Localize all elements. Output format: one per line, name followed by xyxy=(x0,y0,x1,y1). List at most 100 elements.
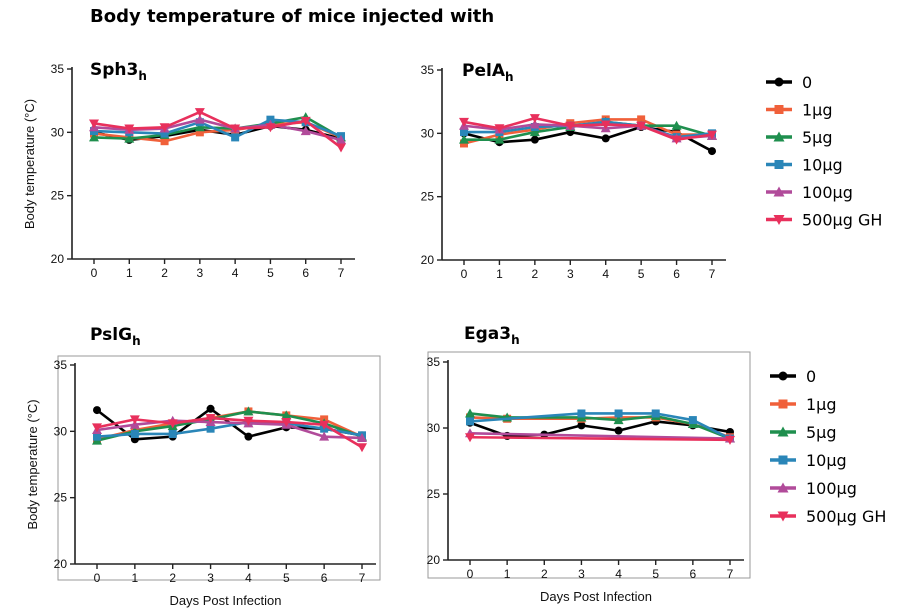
x-tick-label: 7 xyxy=(338,266,345,280)
data-point xyxy=(206,404,215,413)
x-tick-label: 5 xyxy=(267,266,274,280)
y-tick-label: 30 xyxy=(54,424,68,438)
data-point xyxy=(708,147,716,156)
legend-entry: 5µg xyxy=(766,128,833,147)
y-tick-label: 25 xyxy=(421,190,435,204)
data-point xyxy=(459,117,469,127)
x-tick-label: 1 xyxy=(496,267,503,281)
series-line xyxy=(96,419,363,440)
data-point xyxy=(614,426,623,435)
data-point xyxy=(707,130,717,140)
legend-swatch-marker xyxy=(777,426,789,437)
x-tick-label: 5 xyxy=(638,267,645,281)
data-point xyxy=(688,416,697,425)
data-point xyxy=(577,409,586,418)
data-point xyxy=(529,114,540,124)
data-point xyxy=(266,115,275,124)
data-point xyxy=(300,116,311,126)
y-tick-label: 20 xyxy=(54,557,68,571)
y-tick-label: 35 xyxy=(54,358,68,372)
x-tick-label: 0 xyxy=(467,567,474,581)
series-line xyxy=(469,431,731,440)
panel-title: PslGh xyxy=(90,325,141,348)
y-tick-label: 20 xyxy=(427,553,441,567)
data-point xyxy=(614,409,623,418)
data-point xyxy=(92,423,102,433)
data-point xyxy=(671,135,682,145)
data-point xyxy=(194,122,205,132)
panel-frame xyxy=(57,355,381,581)
legend-label: 1µg xyxy=(806,395,837,414)
data-point xyxy=(281,418,292,428)
data-point xyxy=(671,120,682,130)
y-tick-label: 35 xyxy=(421,63,435,77)
x-tick-label: 4 xyxy=(602,267,609,281)
data-point xyxy=(465,408,475,418)
legend-entry: 500µg GH xyxy=(770,507,886,526)
data-point xyxy=(230,124,241,134)
x-tick-label: 6 xyxy=(690,567,697,581)
x-tick-label: 5 xyxy=(283,571,290,585)
legend-swatch-marker xyxy=(778,399,788,409)
legend-swatch-marker xyxy=(774,77,784,87)
legend-entry: 0 xyxy=(766,73,812,92)
data-point xyxy=(231,133,240,142)
data-point xyxy=(636,121,647,131)
legend-swatch-marker xyxy=(773,186,785,197)
legend-entry: 10µg xyxy=(770,451,847,470)
legend-label: 0 xyxy=(806,367,816,386)
x-tick-label: 6 xyxy=(321,571,328,585)
data-point xyxy=(130,429,139,438)
y-tick-label: 30 xyxy=(421,126,435,140)
x-tick-label: 3 xyxy=(567,267,574,281)
panel-title: PelAh xyxy=(462,61,514,84)
legend-entry: 100µg xyxy=(766,183,853,202)
x-tick-label: 0 xyxy=(94,571,101,585)
x-tick-label: 2 xyxy=(532,267,539,281)
x-tick-label: 0 xyxy=(91,266,98,280)
legend-entry: 1µg xyxy=(770,395,837,414)
data-point xyxy=(466,417,474,426)
legend-swatch-marker xyxy=(778,371,788,381)
data-point xyxy=(459,134,469,144)
series-line xyxy=(469,412,731,440)
data-point xyxy=(600,120,611,130)
data-point xyxy=(336,134,346,144)
data-point xyxy=(195,128,204,137)
series-500-g-gh xyxy=(465,433,735,445)
series-line xyxy=(469,435,731,442)
data-point xyxy=(243,416,254,426)
x-tick-label: 3 xyxy=(197,266,204,280)
legend-entry: 500µg GH xyxy=(766,211,882,230)
y-tick-label: 30 xyxy=(51,125,65,139)
data-point xyxy=(336,143,346,153)
y-tick-label: 20 xyxy=(51,252,65,266)
legend-label: 0 xyxy=(802,73,812,92)
legend-label: 100µg xyxy=(806,479,857,498)
x-tick-label: 6 xyxy=(302,266,309,280)
x-tick-label: 1 xyxy=(126,266,133,280)
x-tick-label: 2 xyxy=(169,571,176,585)
y-axis-label: Body temperature (°C) xyxy=(25,399,40,529)
y-tick-label: 25 xyxy=(51,189,65,203)
series-line xyxy=(96,416,363,449)
data-point xyxy=(93,406,101,415)
data-point xyxy=(265,123,276,133)
data-point xyxy=(89,119,99,129)
x-tick-label: 2 xyxy=(161,266,168,280)
legend-swatch-marker xyxy=(773,215,785,225)
data-point xyxy=(651,409,660,418)
panel-title: Ega3h xyxy=(464,324,520,347)
panel-4: Ega3h 20 25 30 35 0 1 2 3 4 5 6 7 Days Post Infection xyxy=(427,324,751,604)
data-point xyxy=(300,126,311,136)
legend-swatch-marker xyxy=(774,160,784,169)
data-point xyxy=(205,414,216,424)
legend-entry: 0 xyxy=(770,367,816,386)
legend-swatch-marker xyxy=(778,455,788,465)
data-point xyxy=(281,410,292,420)
legend-label: 500µg GH xyxy=(802,211,882,230)
data-point xyxy=(206,424,215,433)
x-axis-label: Days Post Infection xyxy=(540,589,652,604)
data-point xyxy=(494,124,505,134)
